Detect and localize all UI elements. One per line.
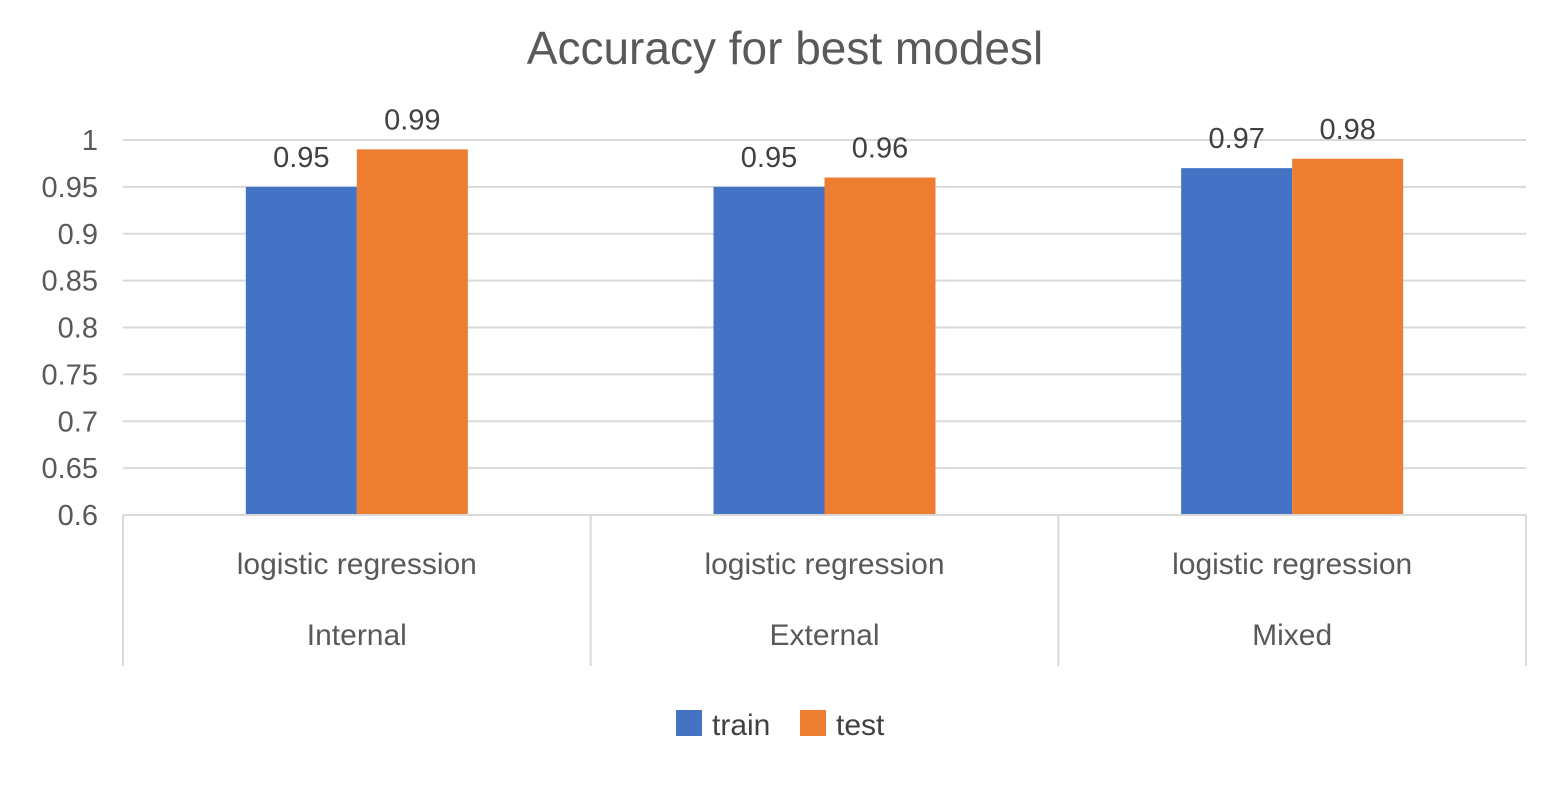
x-group-label: Internal <box>307 619 407 652</box>
y-tick-label: 0.9 <box>58 219 98 251</box>
y-axis: 0.6 0.65 0.7 0.75 0.8 0.85 0.9 0.95 1 <box>42 125 98 532</box>
bars <box>245 149 1404 515</box>
y-tick-label: 0.75 <box>42 359 98 391</box>
bar-test <box>1292 158 1404 515</box>
x-group-label: Mixed <box>1252 619 1332 652</box>
chart-title: Accuracy for best modesl <box>527 22 1043 74</box>
data-label: 0.95 <box>741 142 797 174</box>
data-label: 0.98 <box>1319 114 1375 146</box>
y-tick-label: 0.95 <box>42 172 98 204</box>
x-group-label: External <box>769 619 879 652</box>
legend-label: train <box>712 709 770 742</box>
y-tick-label: 0.7 <box>58 406 98 438</box>
bar-train <box>713 186 825 515</box>
legend-swatch-test <box>800 710 826 736</box>
x-category-label: logistic regression <box>1172 548 1412 581</box>
bar-train <box>1181 168 1293 515</box>
bar-test <box>824 177 936 515</box>
y-tick-label: 0.85 <box>42 266 98 298</box>
legend-label: test <box>836 709 885 742</box>
y-tick-label: 0.6 <box>58 500 98 532</box>
legend-swatch-train <box>676 710 702 736</box>
data-label: 0.96 <box>852 133 908 165</box>
bar-train <box>245 186 357 515</box>
data-label: 0.97 <box>1208 123 1264 155</box>
y-tick-label: 0.8 <box>58 313 98 345</box>
y-tick-label: 1 <box>82 125 98 157</box>
legend: train test <box>676 709 885 742</box>
y-tick-label: 0.65 <box>42 453 98 485</box>
x-category-label: logistic regression <box>237 548 477 581</box>
x-category-label: logistic regression <box>704 548 944 581</box>
x-axis: logistic regression Internal logistic regr… <box>122 514 1527 666</box>
bar-test <box>356 149 468 515</box>
data-label: 0.95 <box>273 142 329 174</box>
data-labels: 0.95 0.99 0.95 0.96 0.97 0.98 <box>273 104 1376 174</box>
data-label: 0.99 <box>384 104 440 136</box>
